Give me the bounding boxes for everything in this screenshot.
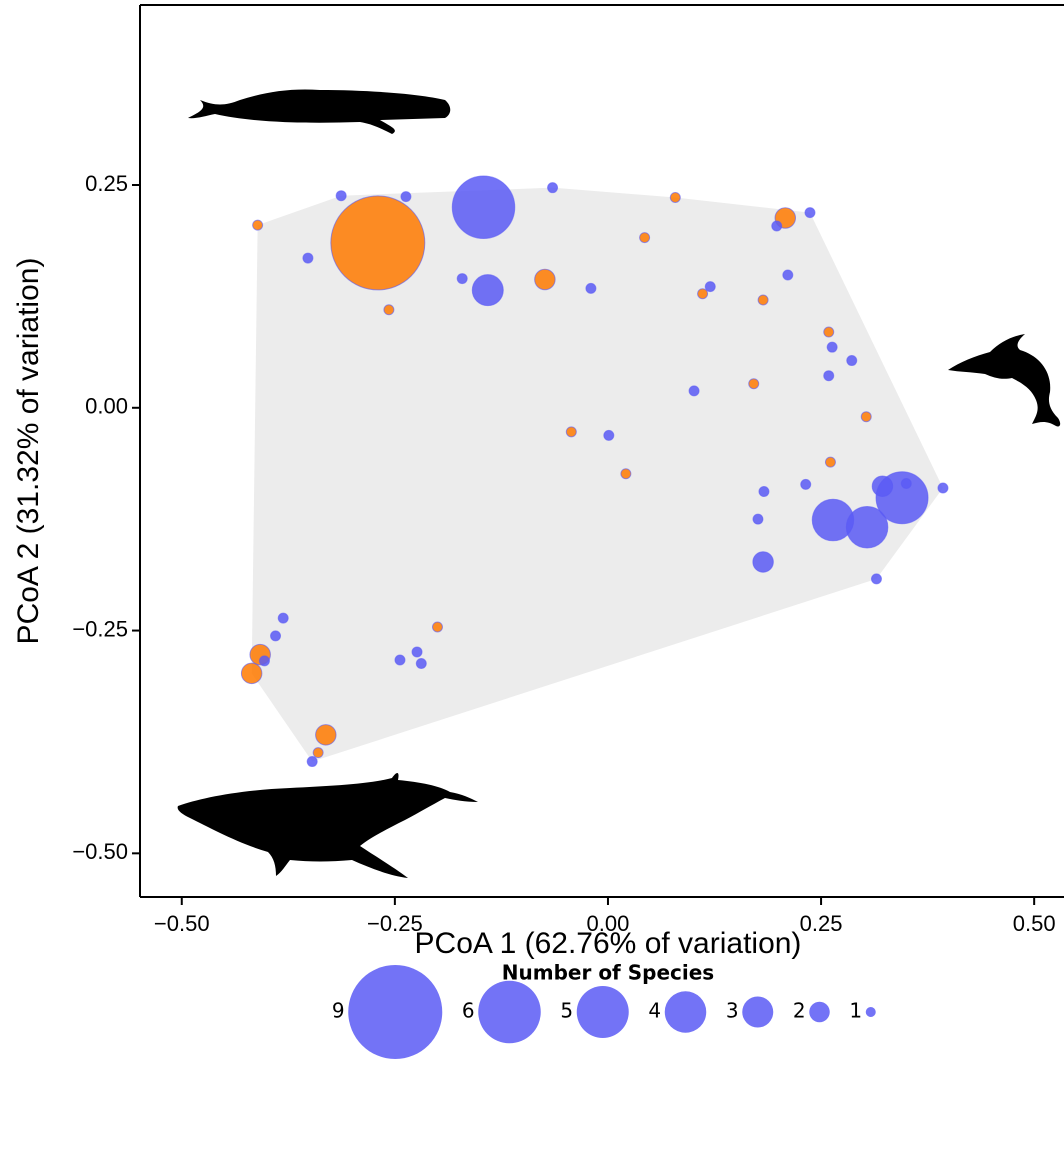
bubble: [451, 175, 516, 240]
legend-bubble: [348, 965, 443, 1059]
legend-bubble: [664, 991, 707, 1033]
legend-label: 4: [648, 999, 661, 1023]
bubble: [306, 756, 318, 768]
x-tick-label: −0.50: [154, 911, 210, 936]
bubble: [669, 191, 681, 203]
bubble: [383, 304, 395, 316]
whale-silhouette: [188, 89, 451, 134]
y-tick-label: 0.00: [85, 394, 128, 419]
bubble: [871, 475, 894, 497]
x-tick-label: 0.00: [587, 911, 630, 936]
bubble: [240, 662, 263, 685]
bubble: [937, 482, 949, 494]
x-tick-label: 0.50: [1013, 911, 1056, 936]
bubble: [860, 411, 872, 423]
bubble: [752, 551, 774, 573]
legend-label: 5: [560, 999, 573, 1023]
y-tick-label: −0.50: [72, 839, 128, 864]
bubble: [758, 486, 770, 498]
bubble: [688, 385, 700, 397]
legend-label: 3: [726, 999, 739, 1023]
bubble: [771, 220, 783, 232]
y-axis-title: PCoA 2 (31.32% of variation): [12, 258, 45, 645]
bubble: [804, 207, 816, 219]
bubble: [330, 195, 426, 291]
convex-hull: [251, 187, 943, 762]
legend-label: 2: [793, 999, 806, 1023]
bubble: [757, 294, 769, 306]
bubble: [534, 268, 556, 291]
bubble: [258, 655, 270, 667]
bubble: [845, 505, 889, 549]
bubble: [565, 426, 577, 438]
bubble: [415, 658, 427, 670]
legend-label: 6: [462, 999, 475, 1023]
x-axis-title: PCoA 1 (62.76% of variation): [415, 927, 802, 960]
bubble: [752, 513, 764, 525]
bubble: [270, 630, 282, 642]
bubble: [900, 478, 912, 490]
bubble: [824, 456, 836, 468]
bubble: [823, 370, 835, 382]
bubble: [800, 478, 812, 490]
bubble: [697, 288, 709, 300]
legend-title: Number of Species: [502, 961, 714, 985]
bubble: [411, 646, 423, 658]
legend-label: 9: [332, 999, 345, 1023]
legend-label: 1: [849, 999, 862, 1023]
bubble: [302, 252, 314, 264]
bubble: [312, 747, 324, 759]
bubble: [400, 191, 412, 203]
bubble: [277, 612, 289, 624]
bubble: [547, 182, 559, 194]
legend-bubble: [809, 1001, 830, 1023]
bubble: [456, 273, 468, 285]
legend-bubble: [478, 980, 541, 1044]
y-tick-label: 0.25: [85, 171, 128, 196]
y-tick-label: −0.25: [72, 616, 128, 641]
bubble: [620, 468, 632, 480]
bubble: [826, 341, 838, 353]
bubble: [846, 355, 858, 367]
x-tick-label: −0.25: [367, 911, 423, 936]
bubble: [431, 621, 443, 633]
bubble: [603, 429, 615, 441]
bubble: [782, 269, 794, 281]
bubble: [704, 281, 716, 293]
bubble: [639, 232, 651, 244]
legend-bubble: [742, 996, 774, 1028]
x-tick-label: 0.25: [800, 911, 843, 936]
bubble: [335, 190, 347, 202]
legend-bubble: [865, 1007, 876, 1017]
plot-area: [251, 187, 943, 762]
bubble: [748, 378, 760, 390]
bubble: [823, 326, 835, 338]
bubble: [585, 282, 597, 294]
dolphin-silhouette: [948, 334, 1061, 427]
humpback-silhouette: [177, 773, 478, 878]
legend-bubble: [576, 986, 629, 1038]
bubble: [315, 724, 337, 746]
bubble: [471, 274, 504, 307]
bubble: [252, 219, 264, 231]
bubble: [870, 573, 882, 585]
bubble: [394, 654, 406, 666]
